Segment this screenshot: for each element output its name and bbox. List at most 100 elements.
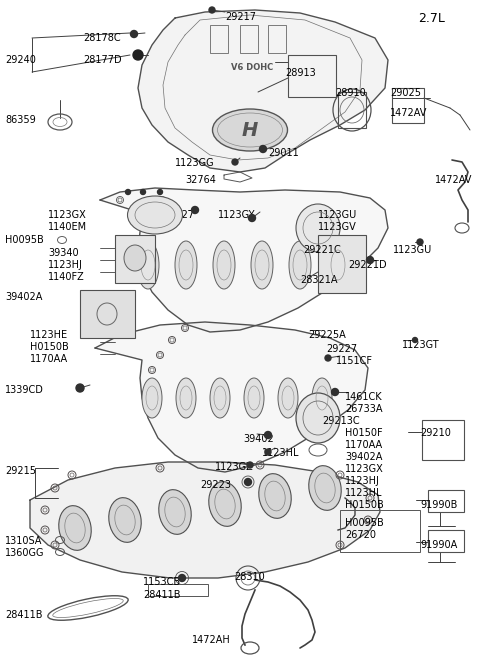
Text: 1461CK: 1461CK <box>345 392 383 402</box>
Text: 29225A: 29225A <box>308 330 346 340</box>
Circle shape <box>209 7 215 13</box>
Text: 91990B: 91990B <box>420 500 457 510</box>
Ellipse shape <box>309 466 341 510</box>
Text: 28411B: 28411B <box>5 610 43 620</box>
Text: 1472AV: 1472AV <box>435 175 472 185</box>
Text: 1123HL: 1123HL <box>345 488 383 498</box>
Ellipse shape <box>278 378 298 418</box>
Circle shape <box>179 574 185 582</box>
Circle shape <box>192 206 199 214</box>
Text: 1310SA: 1310SA <box>5 536 42 546</box>
Text: 29221D: 29221D <box>348 260 386 270</box>
Ellipse shape <box>210 378 230 418</box>
Text: 28913: 28913 <box>285 68 316 78</box>
Circle shape <box>367 257 373 263</box>
Text: 1339CD: 1339CD <box>5 385 44 395</box>
Text: 26733A: 26733A <box>345 404 383 414</box>
Text: 1170AA: 1170AA <box>345 440 383 450</box>
Text: 91990A: 91990A <box>420 540 457 550</box>
Text: 1123HJ: 1123HJ <box>345 476 380 486</box>
Bar <box>288 55 336 97</box>
Circle shape <box>232 159 238 165</box>
Bar <box>338 92 366 128</box>
Circle shape <box>157 189 163 195</box>
Bar <box>318 235 366 293</box>
Text: 29223: 29223 <box>200 480 231 490</box>
Ellipse shape <box>137 241 159 289</box>
Text: 29210: 29210 <box>420 428 451 438</box>
Text: 1123GT: 1123GT <box>402 340 440 350</box>
Bar <box>422 420 464 460</box>
Ellipse shape <box>176 378 196 418</box>
Text: 39340: 39340 <box>48 248 79 258</box>
Ellipse shape <box>109 498 141 542</box>
Text: V6 DOHC: V6 DOHC <box>231 64 273 73</box>
Ellipse shape <box>296 204 340 252</box>
Text: 1123GX: 1123GX <box>48 210 87 220</box>
Text: 29213C: 29213C <box>322 416 360 426</box>
Circle shape <box>264 432 272 438</box>
Text: 39402: 39402 <box>243 434 274 444</box>
Ellipse shape <box>289 241 311 289</box>
Text: 1123GG: 1123GG <box>175 158 215 168</box>
Circle shape <box>249 214 255 221</box>
Text: 1170AA: 1170AA <box>30 354 68 364</box>
Text: 1123HJ: 1123HJ <box>48 260 83 270</box>
Ellipse shape <box>244 378 264 418</box>
Text: 39402A: 39402A <box>345 452 383 462</box>
Circle shape <box>332 388 338 396</box>
Text: 29240: 29240 <box>5 55 36 65</box>
Ellipse shape <box>128 196 182 234</box>
Text: 1123HE: 1123HE <box>30 330 68 340</box>
Text: 28178C: 28178C <box>83 33 120 43</box>
Bar <box>268 25 286 53</box>
Ellipse shape <box>124 245 146 271</box>
Circle shape <box>131 31 137 37</box>
Text: 1151CF: 1151CF <box>336 356 373 366</box>
Text: 28310: 28310 <box>234 572 265 582</box>
Text: H0095B: H0095B <box>345 518 384 528</box>
Bar <box>340 510 420 552</box>
Ellipse shape <box>175 241 197 289</box>
Bar <box>148 584 208 596</box>
Text: 29227: 29227 <box>163 210 194 220</box>
Text: 1123GU: 1123GU <box>393 245 432 255</box>
Text: 1123GY: 1123GY <box>218 210 255 220</box>
Circle shape <box>412 337 418 343</box>
Circle shape <box>247 462 253 468</box>
Polygon shape <box>100 188 388 332</box>
Circle shape <box>260 145 266 153</box>
Text: 1153CB: 1153CB <box>143 577 181 587</box>
Text: H: H <box>242 121 258 140</box>
Text: 1360GG: 1360GG <box>5 548 45 558</box>
Ellipse shape <box>159 490 191 534</box>
Circle shape <box>141 189 145 195</box>
Bar <box>240 25 258 53</box>
Text: 1472AV: 1472AV <box>390 108 427 118</box>
Text: 26720: 26720 <box>345 530 376 540</box>
Text: 1472AH: 1472AH <box>192 635 231 645</box>
Ellipse shape <box>142 378 162 418</box>
Text: 29221C: 29221C <box>303 245 341 255</box>
Text: 29025: 29025 <box>390 88 421 98</box>
Text: H0095B: H0095B <box>5 235 44 245</box>
Text: 1123GZ: 1123GZ <box>215 462 254 472</box>
Text: 39402A: 39402A <box>5 292 42 302</box>
Circle shape <box>417 239 423 245</box>
Bar <box>115 235 155 283</box>
Bar <box>392 88 424 123</box>
Text: H0150B: H0150B <box>30 342 69 352</box>
Text: 1140FZ: 1140FZ <box>48 272 85 282</box>
Text: 1123HL: 1123HL <box>262 448 300 458</box>
Circle shape <box>244 479 252 485</box>
Text: 32764: 32764 <box>185 175 216 185</box>
Text: 1140EM: 1140EM <box>48 222 87 232</box>
Text: 28411B: 28411B <box>143 590 180 600</box>
Circle shape <box>325 355 331 361</box>
Circle shape <box>133 50 143 60</box>
Circle shape <box>125 189 131 195</box>
Bar <box>80 290 135 338</box>
Polygon shape <box>30 462 380 578</box>
Ellipse shape <box>327 241 349 289</box>
Text: 29215: 29215 <box>5 466 36 476</box>
